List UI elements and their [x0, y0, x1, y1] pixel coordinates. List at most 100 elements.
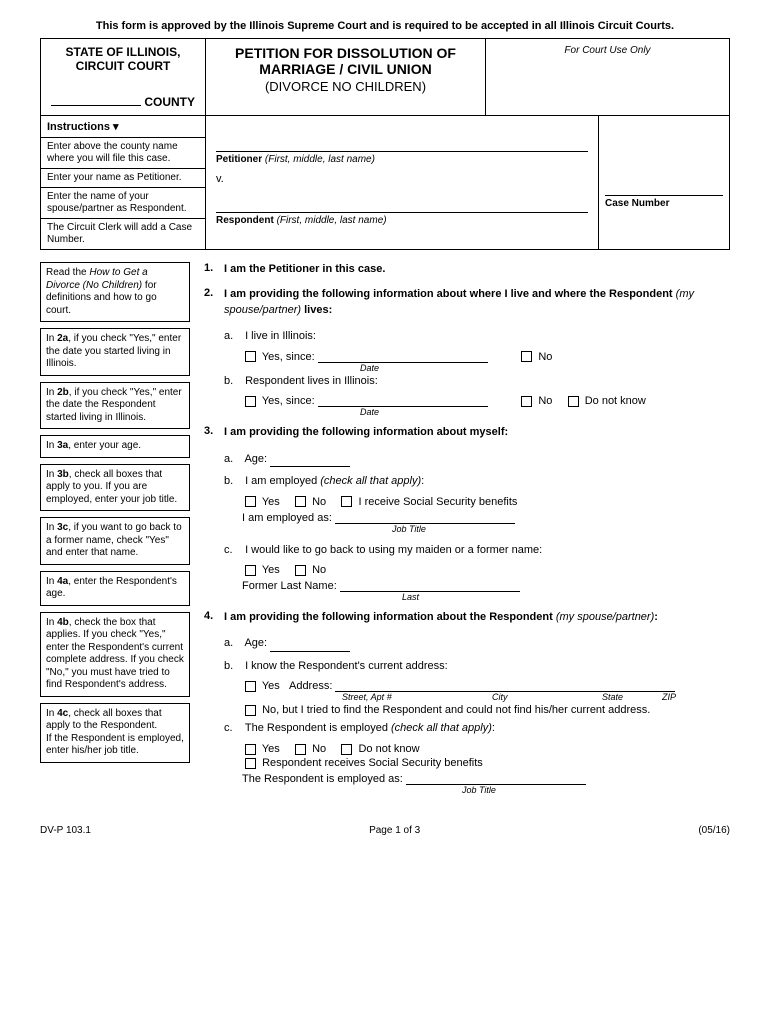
q3c-former-label: Former Last Name: — [242, 580, 337, 592]
q3b-job-input[interactable] — [335, 512, 515, 524]
q4b-yes-checkbox[interactable] — [245, 681, 256, 692]
side-3: In 2b, if you check "Yes," enter the dat… — [40, 382, 190, 430]
q4b-no-checkbox[interactable] — [245, 705, 256, 716]
q2a-no-label: No — [538, 351, 552, 363]
instr-4: The Circuit Clerk will add a Case Number… — [41, 219, 205, 249]
respondent-input-line[interactable] — [216, 189, 588, 213]
q3c-yes-checkbox[interactable] — [245, 565, 256, 576]
q3c-no-checkbox[interactable] — [295, 565, 306, 576]
q3b-letter: b. — [224, 473, 242, 490]
q1-text: I am the Petitioner in this case. — [224, 262, 730, 277]
q1-num: 1. — [204, 262, 224, 277]
q4b-city-label: City — [492, 692, 602, 702]
instructions-column: Instructions ▾ Enter above the county na… — [41, 116, 206, 249]
q4a-letter: a. — [224, 635, 242, 652]
q3c-former-input[interactable] — [340, 580, 520, 592]
q4c-no-checkbox[interactable] — [295, 744, 306, 755]
q2a-date-input[interactable] — [318, 351, 488, 363]
instr-2: Enter your name as Petitioner. — [41, 169, 205, 188]
county-input-line[interactable] — [51, 105, 141, 106]
instructions-header[interactable]: Instructions ▾ — [41, 116, 205, 138]
q2a-yes-checkbox[interactable] — [245, 351, 256, 362]
state-line: STATE OF ILLINOIS, — [47, 45, 199, 59]
court-use-box: For Court Use Only — [486, 39, 729, 115]
party-box: Petitioner (First, middle, last name) v.… — [206, 116, 599, 249]
q4b-address-label: Address: — [289, 680, 332, 692]
case-box: Case Number — [599, 116, 729, 249]
q2b-yes-label: Yes, since: — [262, 395, 315, 407]
side-7: In 4a, enter the Respondent's age. — [40, 571, 190, 606]
approval-notice: This form is approved by the Illinois Su… — [40, 20, 730, 32]
q4c-hint: (check all that apply) — [391, 722, 492, 734]
q3c-last-label: Last — [402, 592, 730, 602]
side-6: In 3c, if you want to go back to a forme… — [40, 517, 190, 565]
q4c-job-label: Job Title — [462, 785, 730, 795]
title-line1: PETITION FOR DISSOLUTION OF — [212, 45, 479, 61]
court-line: CIRCUIT COURT — [47, 59, 199, 73]
footer-center: Page 1 of 3 — [369, 825, 420, 836]
q3-num: 3. — [204, 425, 224, 440]
q4a-age-input[interactable] — [270, 640, 350, 652]
q2a-letter: a. — [224, 328, 242, 345]
q2a-no-checkbox[interactable] — [521, 351, 532, 362]
body-grid: Read the How to Get a Divorce (No Childr… — [40, 262, 730, 795]
respondent-hint: (First, middle, last name) — [277, 215, 387, 226]
q2a-date-label: Date — [360, 363, 730, 373]
footer-right: (05/16) — [698, 825, 730, 836]
q3-text: I am providing the following information… — [224, 425, 730, 440]
q3a-text: Age: — [244, 453, 267, 465]
q2b-yes-checkbox[interactable] — [245, 396, 256, 407]
q2b-no-label: No — [538, 395, 552, 407]
court-use-label: For Court Use Only — [492, 45, 723, 56]
q3b-ssb-checkbox[interactable] — [341, 496, 352, 507]
q2b-date-label: Date — [360, 407, 730, 417]
state-box: STATE OF ILLINOIS, CIRCUIT COURT COUNTY — [41, 39, 206, 115]
q3b-ssb-label: I receive Social Security benefits — [358, 496, 517, 508]
petitioner-hint: (First, middle, last name) — [265, 154, 375, 165]
q4b-letter: b. — [224, 658, 242, 675]
petitioner-input-line[interactable] — [216, 122, 588, 152]
q2b-no-checkbox[interactable] — [521, 396, 532, 407]
respondent-label: Respondent — [216, 215, 274, 226]
q4b-text: I know the Respondent's current address: — [245, 660, 448, 672]
footer: DV-P 103.1 Page 1 of 3 (05/16) — [40, 825, 730, 836]
title-box: PETITION FOR DISSOLUTION OF MARRIAGE / C… — [206, 39, 486, 115]
header-grid: STATE OF ILLINOIS, CIRCUIT COURT COUNTY … — [40, 38, 730, 116]
q4c-job-input[interactable] — [406, 773, 586, 785]
q2b-letter: b. — [224, 373, 242, 390]
q4-num: 4. — [204, 610, 224, 625]
instr-3: Enter the name of your spouse/partner as… — [41, 188, 205, 219]
q3b-emp-label: I am employed as: — [242, 512, 332, 524]
side-8: In 4b, check the box that applies. If yo… — [40, 612, 190, 697]
q4c-ssb-label: Respondent receives Social Security bene… — [262, 757, 483, 769]
instr-1: Enter above the county name where you wi… — [41, 138, 205, 169]
q4c-yes-checkbox[interactable] — [245, 744, 256, 755]
case-number-line[interactable] — [605, 122, 723, 196]
q4b-zip-label: ZIP — [662, 692, 676, 702]
q4b-no-text: No, but I tried to find the Respondent a… — [262, 704, 650, 716]
side-2: In 2a, if you check "Yes," enter the dat… — [40, 328, 190, 376]
q2a-text: I live in Illinois: — [245, 330, 316, 342]
q3b-job-label: Job Title — [392, 524, 730, 534]
party-grid: Instructions ▾ Enter above the county na… — [40, 116, 730, 250]
q2b-date-input[interactable] — [318, 395, 488, 407]
side-4: In 3a, enter your age. — [40, 435, 190, 458]
q4c-ssb-checkbox[interactable] — [245, 758, 256, 769]
q4c-dnk-checkbox[interactable] — [341, 744, 352, 755]
q3c-letter: c. — [224, 542, 242, 559]
q4a-text: Age: — [244, 637, 267, 649]
side-instructions: Read the How to Get a Divorce (No Childr… — [40, 262, 190, 795]
q3a-letter: a. — [224, 451, 242, 468]
petitioner-label: Petitioner — [216, 154, 262, 165]
q4c-letter: c. — [224, 720, 242, 737]
q4b-street-label: Street, Apt # — [342, 692, 492, 702]
q4b-addr-input[interactable] — [335, 680, 675, 692]
q2b-dnk-checkbox[interactable] — [568, 396, 579, 407]
q4c-text: The Respondent is employed — [245, 722, 391, 734]
footer-left: DV-P 103.1 — [40, 825, 91, 836]
q3b-yes-checkbox[interactable] — [245, 496, 256, 507]
q3b-no-checkbox[interactable] — [295, 496, 306, 507]
side-5: In 3b, check all boxes that apply to you… — [40, 464, 190, 512]
county-label: COUNTY — [144, 95, 195, 109]
q3a-age-input[interactable] — [270, 455, 350, 467]
